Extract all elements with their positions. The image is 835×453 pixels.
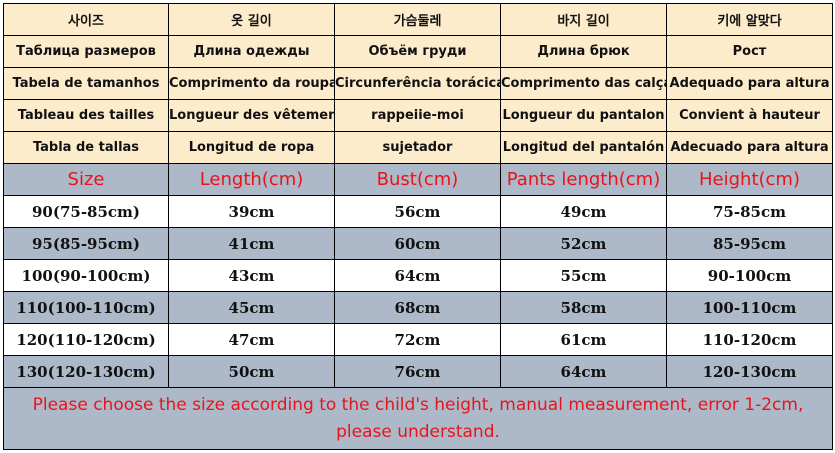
table-cell: 110(100-110cm): [3, 291, 169, 324]
table-cell: 75-85cm: [666, 195, 833, 228]
table-cell: 사이즈: [3, 3, 169, 36]
table-cell: 49cm: [500, 195, 667, 228]
table-cell: sujetador: [334, 131, 501, 164]
table-cell: Longueur des vêtements: [168, 99, 335, 132]
table-cell: Length(cm): [168, 163, 335, 196]
table-cell: Longueur du pantalon: [500, 99, 667, 132]
table-row: 95(85-95cm) 41cm 60cm 52cm 85-95cm: [3, 227, 833, 260]
table-cell: 45cm: [168, 291, 335, 324]
note-row: Please choose the size according to the …: [3, 387, 833, 450]
table-cell: 52cm: [500, 227, 667, 260]
table-cell: Size: [3, 163, 169, 196]
table-cell: 100-110cm: [666, 291, 833, 324]
table-cell: 56cm: [334, 195, 501, 228]
table-cell: 100(90-100cm): [3, 259, 169, 292]
table-row: 90(75-85cm) 39cm 56cm 49cm 75-85cm: [3, 195, 833, 228]
table-cell: 키에 알맞다: [666, 3, 833, 36]
table-cell: Tabla de tallas: [3, 131, 169, 164]
header-row-translation: 사이즈 옷 길이 가슴둘레 바지 길이 키에 알맞다: [3, 3, 833, 36]
table-cell: 47cm: [168, 323, 335, 356]
table-cell: Таблица размеров: [3, 35, 169, 68]
table-cell: Длина брюк: [500, 35, 667, 68]
table-cell: Height(cm): [666, 163, 833, 196]
table-cell: 85-95cm: [666, 227, 833, 260]
header-row-translation: Таблица размеров Длина одежды Объём груди Д…: [3, 35, 833, 68]
table-cell: Adecuado para altura: [666, 131, 833, 164]
header-row-translation: Tableau des tailles Longueur des vêtement…: [3, 99, 833, 132]
table-cell: 55cm: [500, 259, 667, 292]
table-cell: Longitud del pantalón: [500, 131, 667, 164]
table-cell: Longitud de ropa: [168, 131, 335, 164]
table-cell: 90(75-85cm): [3, 195, 169, 228]
table-cell: Adequado para altura: [666, 67, 833, 100]
table-row: 120(110-120cm) 47cm 72cm 61cm 110-120cm: [3, 323, 833, 356]
table-cell: 바지 길이: [500, 3, 667, 36]
table-cell: Tabela de tamanhos: [3, 67, 169, 100]
table-cell: Рост: [666, 35, 833, 68]
table-cell: 76cm: [334, 355, 501, 388]
size-note: Please choose the size according to the …: [3, 387, 833, 450]
table-cell: 60cm: [334, 227, 501, 260]
table-cell: Длина одежды: [168, 35, 335, 68]
table-cell: 90-100cm: [666, 259, 833, 292]
table-cell: Pants length(cm): [500, 163, 667, 196]
table-cell: Bust(cm): [334, 163, 501, 196]
header-row-translation: Tabla de tallas Longitud de ropa sujetador…: [3, 131, 833, 164]
table-cell: 64cm: [500, 355, 667, 388]
table-row: 110(100-110cm) 45cm 68cm 58cm 100-110cm: [3, 291, 833, 324]
table-cell: 68cm: [334, 291, 501, 324]
header-row-translation: Tabela de tamanhos Comprimento da roupa Ci…: [3, 67, 833, 100]
table-cell: 110-120cm: [666, 323, 833, 356]
table-cell: 120(110-120cm): [3, 323, 169, 356]
table-cell: 41cm: [168, 227, 335, 260]
table-cell: 옷 길이: [168, 3, 335, 36]
table-cell: 43cm: [168, 259, 335, 292]
column-header-row: Size Length(cm) Bust(cm) Pants length(cm) He…: [3, 163, 833, 196]
table-cell: 39cm: [168, 195, 335, 228]
table-cell: 61cm: [500, 323, 667, 356]
table-cell: Объём груди: [334, 35, 501, 68]
table-cell: 120-130cm: [666, 355, 833, 388]
table-cell: Convient à hauteur: [666, 99, 833, 132]
size-chart-table: 사이즈 옷 길이 가슴둘레 바지 길이 키에 알맞다 Таблица размеров Дл…: [3, 3, 833, 450]
table-cell: rappeiie-moi: [334, 99, 501, 132]
table-row: 100(90-100cm) 43cm 64cm 55cm 90-100cm: [3, 259, 833, 292]
table-cell: Tableau des tailles: [3, 99, 169, 132]
table-cell: 72cm: [334, 323, 501, 356]
table-cell: Circunferência torácica: [334, 67, 501, 100]
table-row: 130(120-130cm) 50cm 76cm 64cm 120-130cm: [3, 355, 833, 388]
table-cell: 95(85-95cm): [3, 227, 169, 260]
table-cell: Comprimento das calças: [500, 67, 667, 100]
table-cell: 가슴둘레: [334, 3, 501, 36]
table-cell: 50cm: [168, 355, 335, 388]
table-cell: 130(120-130cm): [3, 355, 169, 388]
table-cell: Comprimento da roupa: [168, 67, 335, 100]
table-cell: 64cm: [334, 259, 501, 292]
table-cell: 58cm: [500, 291, 667, 324]
